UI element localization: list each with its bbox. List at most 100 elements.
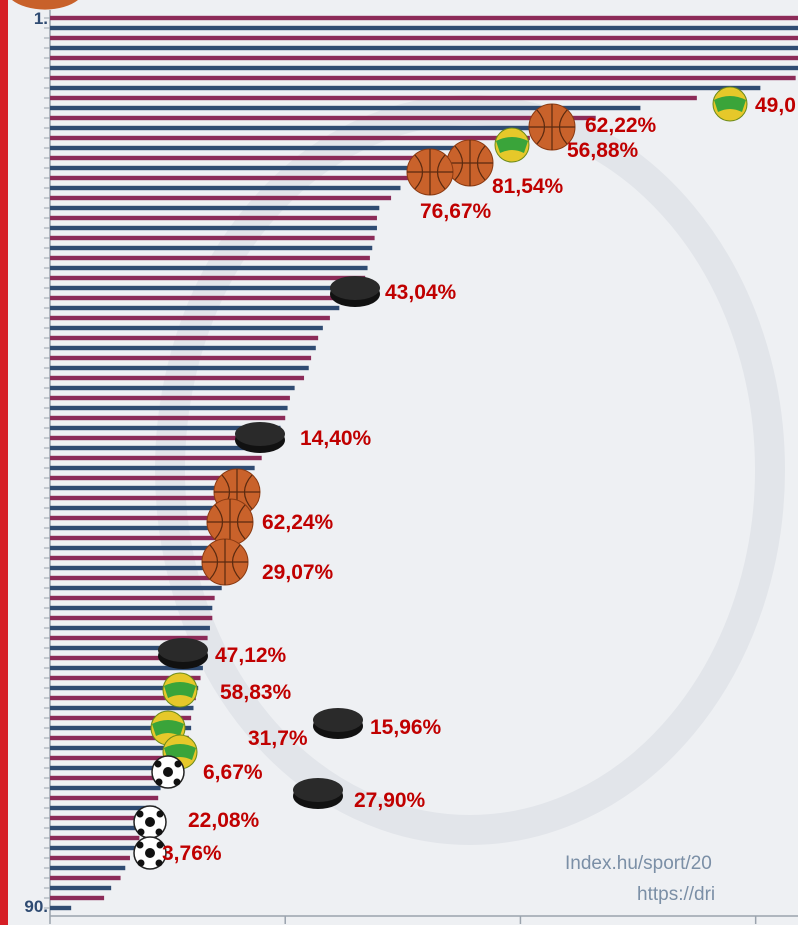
bar: [50, 835, 140, 841]
seam: [407, 149, 453, 195]
bar: [50, 825, 145, 831]
bar: [50, 855, 130, 861]
annotation: 3,76%: [162, 842, 222, 865]
bar: [50, 255, 370, 261]
bar: [50, 585, 222, 591]
puck-icon: [330, 276, 380, 307]
bar: [50, 335, 319, 341]
annotation: 15,96%: [370, 716, 442, 739]
bar: [50, 755, 182, 761]
bar: [50, 175, 420, 181]
bar: [50, 395, 290, 401]
bar: [50, 165, 450, 171]
annotation: 31,7%: [248, 727, 308, 750]
hb-icon: [494, 127, 530, 163]
annotation: 27,90%: [354, 789, 426, 812]
bar: [50, 765, 178, 771]
bar: [50, 595, 215, 601]
annotation: 62,22%: [585, 114, 657, 137]
seam: [447, 140, 493, 186]
seam: [529, 104, 575, 150]
patch: [136, 810, 144, 818]
annotation: 62,24%: [262, 511, 334, 534]
bar: [50, 415, 286, 421]
bar: [50, 295, 352, 301]
sc-icon: [151, 755, 185, 789]
puck-icon: [293, 778, 343, 809]
source: https://dri: [637, 884, 715, 905]
bar: [50, 425, 281, 431]
bar: [50, 715, 192, 721]
left-border: [0, 0, 8, 925]
annotation: 43,04%: [385, 281, 457, 304]
bar: [50, 105, 641, 111]
patch: [174, 760, 182, 768]
patch: [155, 828, 163, 836]
bar: [50, 35, 798, 41]
annotation: 47,12%: [215, 644, 287, 667]
bar: [50, 695, 196, 701]
annotation: 49,0: [755, 94, 796, 117]
annotation: 6,67%: [203, 761, 263, 784]
bb-icon: [406, 148, 454, 196]
seam: [214, 469, 260, 515]
bar: [50, 725, 192, 731]
source: Index.hu/sport/20: [565, 853, 712, 874]
bar: [50, 75, 796, 81]
bar: [50, 345, 316, 351]
bar: [50, 85, 761, 91]
bb-icon: [201, 538, 249, 586]
bar: [50, 225, 377, 231]
bar: [50, 615, 213, 621]
bar: [50, 665, 203, 671]
bar: [50, 815, 152, 821]
panel: [496, 137, 528, 153]
bb-icon: [446, 139, 494, 187]
bb-icon: [206, 498, 254, 546]
bar: [50, 265, 368, 271]
bar: [50, 55, 798, 61]
bar: [50, 215, 377, 221]
bar: [50, 365, 309, 371]
patch: [136, 841, 144, 849]
bar: [50, 325, 323, 331]
bar: [50, 545, 232, 551]
bar: [50, 895, 105, 901]
bar: [50, 275, 366, 281]
bar: [50, 555, 229, 561]
annotation: 14,40%: [300, 427, 372, 450]
bar: [50, 605, 213, 611]
bar: [50, 405, 288, 411]
bar: [50, 475, 250, 481]
seam: [202, 539, 248, 585]
puck-icon: [158, 638, 208, 669]
bar: [50, 685, 199, 691]
bar: [50, 445, 272, 451]
bar: [50, 245, 373, 251]
bar: [50, 495, 246, 501]
bar: [50, 155, 472, 161]
bar: [50, 675, 201, 681]
bar: [50, 565, 227, 571]
puck-top: [293, 778, 343, 802]
puck-top: [313, 708, 363, 732]
bar: [50, 655, 206, 661]
bar: [50, 135, 530, 141]
bar: [50, 535, 234, 541]
bar: [50, 125, 561, 131]
bar: [50, 315, 330, 321]
bar: [50, 805, 156, 811]
bar: [50, 875, 121, 881]
puck-top: [330, 276, 380, 300]
bar: [50, 705, 194, 711]
bar: [50, 435, 276, 441]
patch: [137, 828, 145, 836]
bar: [50, 865, 126, 871]
panel: [714, 96, 746, 112]
annotation: 58,83%: [220, 681, 292, 704]
bar: [50, 95, 697, 101]
bar: [50, 25, 798, 31]
bar: [50, 885, 112, 891]
